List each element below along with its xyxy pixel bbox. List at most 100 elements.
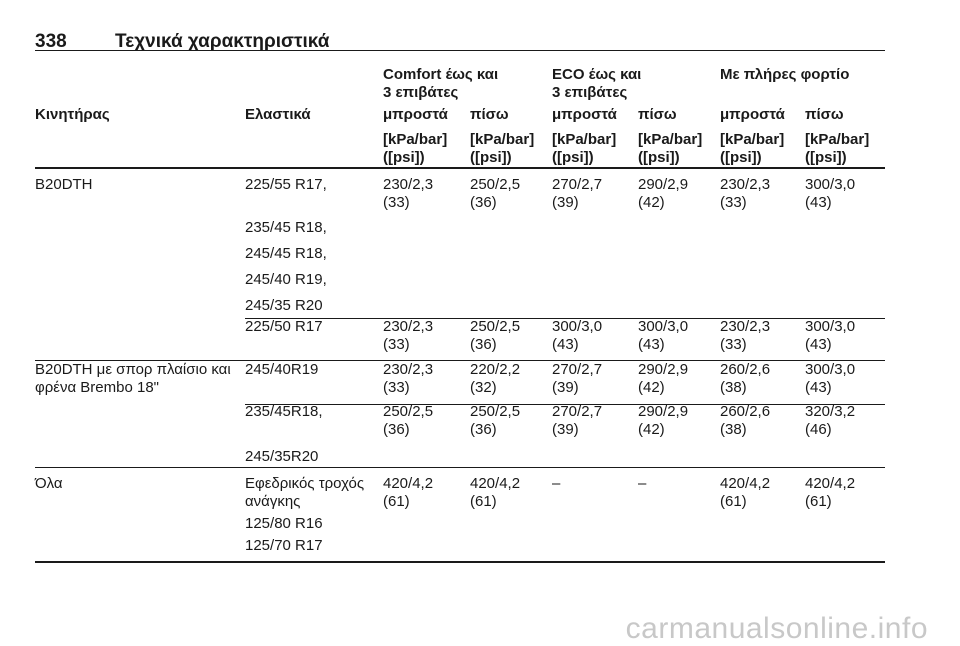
- pressure: (61): [383, 493, 410, 510]
- pressure: (42): [638, 379, 665, 396]
- pressure: (43): [805, 194, 832, 211]
- pressure: 270/2,7: [552, 361, 603, 378]
- tyre: 245/35 R20: [245, 297, 323, 314]
- pressure: 250/2,5: [470, 403, 521, 420]
- tyre: 225/55 R17,: [245, 176, 327, 193]
- pressure: (38): [720, 421, 747, 438]
- pressure: –: [552, 475, 561, 492]
- group-header: ECO έως και: [552, 66, 642, 83]
- pressure: 300/3,0: [638, 318, 689, 335]
- pressure: (43): [638, 336, 665, 353]
- tyre: 245/35R20: [245, 448, 319, 465]
- tyre: 245/40 R19,: [245, 271, 327, 288]
- unit-header: ([psi]): [383, 149, 425, 166]
- pressure: 230/2,3: [720, 176, 771, 193]
- rule: [35, 467, 885, 468]
- pressure: 260/2,6: [720, 361, 771, 378]
- pressure: (43): [552, 336, 579, 353]
- column-header: μπροστά: [383, 106, 448, 123]
- unit-header: [kPa/bar]: [383, 131, 448, 148]
- pressure: (46): [805, 421, 832, 438]
- unit-header: ([psi]): [470, 149, 512, 166]
- pressure: (61): [720, 493, 747, 510]
- pressure: 420/4,2: [805, 475, 856, 492]
- tyre: 125/70 R17: [245, 537, 323, 554]
- engine: φρένα Brembo 18": [35, 379, 159, 396]
- pressure: 300/3,0: [805, 176, 856, 193]
- pressure: 270/2,7: [552, 403, 603, 420]
- pressure: 290/2,9: [638, 176, 689, 193]
- pressure: (39): [552, 421, 579, 438]
- pressure: 230/2,3: [383, 361, 434, 378]
- pressure: (33): [720, 336, 747, 353]
- pressure: (43): [805, 379, 832, 396]
- column-header: Ελαστικά: [245, 106, 311, 123]
- pressure: 260/2,6: [720, 403, 771, 420]
- unit-header: [kPa/bar]: [552, 131, 617, 148]
- pressure: (61): [470, 493, 497, 510]
- pressure: (36): [470, 336, 497, 353]
- column-header: μπροστά: [720, 106, 785, 123]
- pressure: 230/2,3: [383, 318, 434, 335]
- group-header: 3 επιβάτες: [552, 84, 628, 101]
- page-title: Τεχνικά χαρακτηριστικά: [115, 31, 330, 52]
- column-header: πίσω: [805, 106, 844, 123]
- column-header: Κινητήρας: [35, 106, 110, 123]
- rule: [35, 167, 885, 169]
- pressure: 230/2,3: [720, 318, 771, 335]
- pressure: (39): [552, 379, 579, 396]
- pressure: (36): [470, 421, 497, 438]
- pressure: 220/2,2: [470, 361, 521, 378]
- watermark: carmanualsonline.info: [625, 612, 928, 645]
- group-header: Με πλήρες φορτίο: [720, 66, 850, 83]
- pressure: 250/2,5: [383, 403, 434, 420]
- engine: B20DTH: [35, 176, 93, 193]
- group-header: Comfort έως και: [383, 66, 499, 83]
- pressure: –: [638, 475, 647, 492]
- rule: [245, 404, 885, 405]
- tyre: Εφεδρικός τροχός: [245, 475, 365, 492]
- tyre: 235/45R18,: [245, 403, 323, 420]
- pressure: (33): [720, 194, 747, 211]
- tyre: 125/80 R16: [245, 515, 323, 532]
- engine: B20DTH με σπορ πλαίσιο και: [35, 361, 231, 378]
- pressure: (39): [552, 194, 579, 211]
- rule: [35, 50, 885, 51]
- tyre: ανάγκης: [245, 493, 301, 510]
- column-header: μπροστά: [552, 106, 617, 123]
- unit-header: ([psi]): [552, 149, 594, 166]
- pressure: (32): [470, 379, 497, 396]
- tyre: 225/50 R17: [245, 318, 323, 335]
- pressure: (43): [805, 336, 832, 353]
- pressure: (33): [383, 336, 410, 353]
- pressure: 420/4,2: [470, 475, 521, 492]
- column-header: πίσω: [470, 106, 509, 123]
- pressure: (61): [805, 493, 832, 510]
- pressure: 250/2,5: [470, 176, 521, 193]
- pressure: 270/2,7: [552, 176, 603, 193]
- pressure: 230/2,3: [383, 176, 434, 193]
- unit-header: [kPa/bar]: [470, 131, 535, 148]
- group-header: 3 επιβάτες: [383, 84, 459, 101]
- pressure: 290/2,9: [638, 361, 689, 378]
- pressure: (38): [720, 379, 747, 396]
- pressure: 420/4,2: [720, 475, 771, 492]
- tyre: 245/40R19: [245, 361, 319, 378]
- pressure: (36): [383, 421, 410, 438]
- unit-header: [kPa/bar]: [638, 131, 703, 148]
- rule: [35, 561, 885, 563]
- column-header: πίσω: [638, 106, 677, 123]
- unit-header: ([psi]): [805, 149, 847, 166]
- pressure: 320/3,2: [805, 403, 856, 420]
- unit-header: ([psi]): [638, 149, 680, 166]
- tyre: 245/45 R18,: [245, 245, 327, 262]
- pressure: 300/3,0: [805, 318, 856, 335]
- pressure: 300/3,0: [552, 318, 603, 335]
- pressure: 420/4,2: [383, 475, 434, 492]
- pressure: (42): [638, 194, 665, 211]
- unit-header: [kPa/bar]: [720, 131, 785, 148]
- page-number: 338: [35, 31, 67, 52]
- pressure: 250/2,5: [470, 318, 521, 335]
- pressure: (33): [383, 379, 410, 396]
